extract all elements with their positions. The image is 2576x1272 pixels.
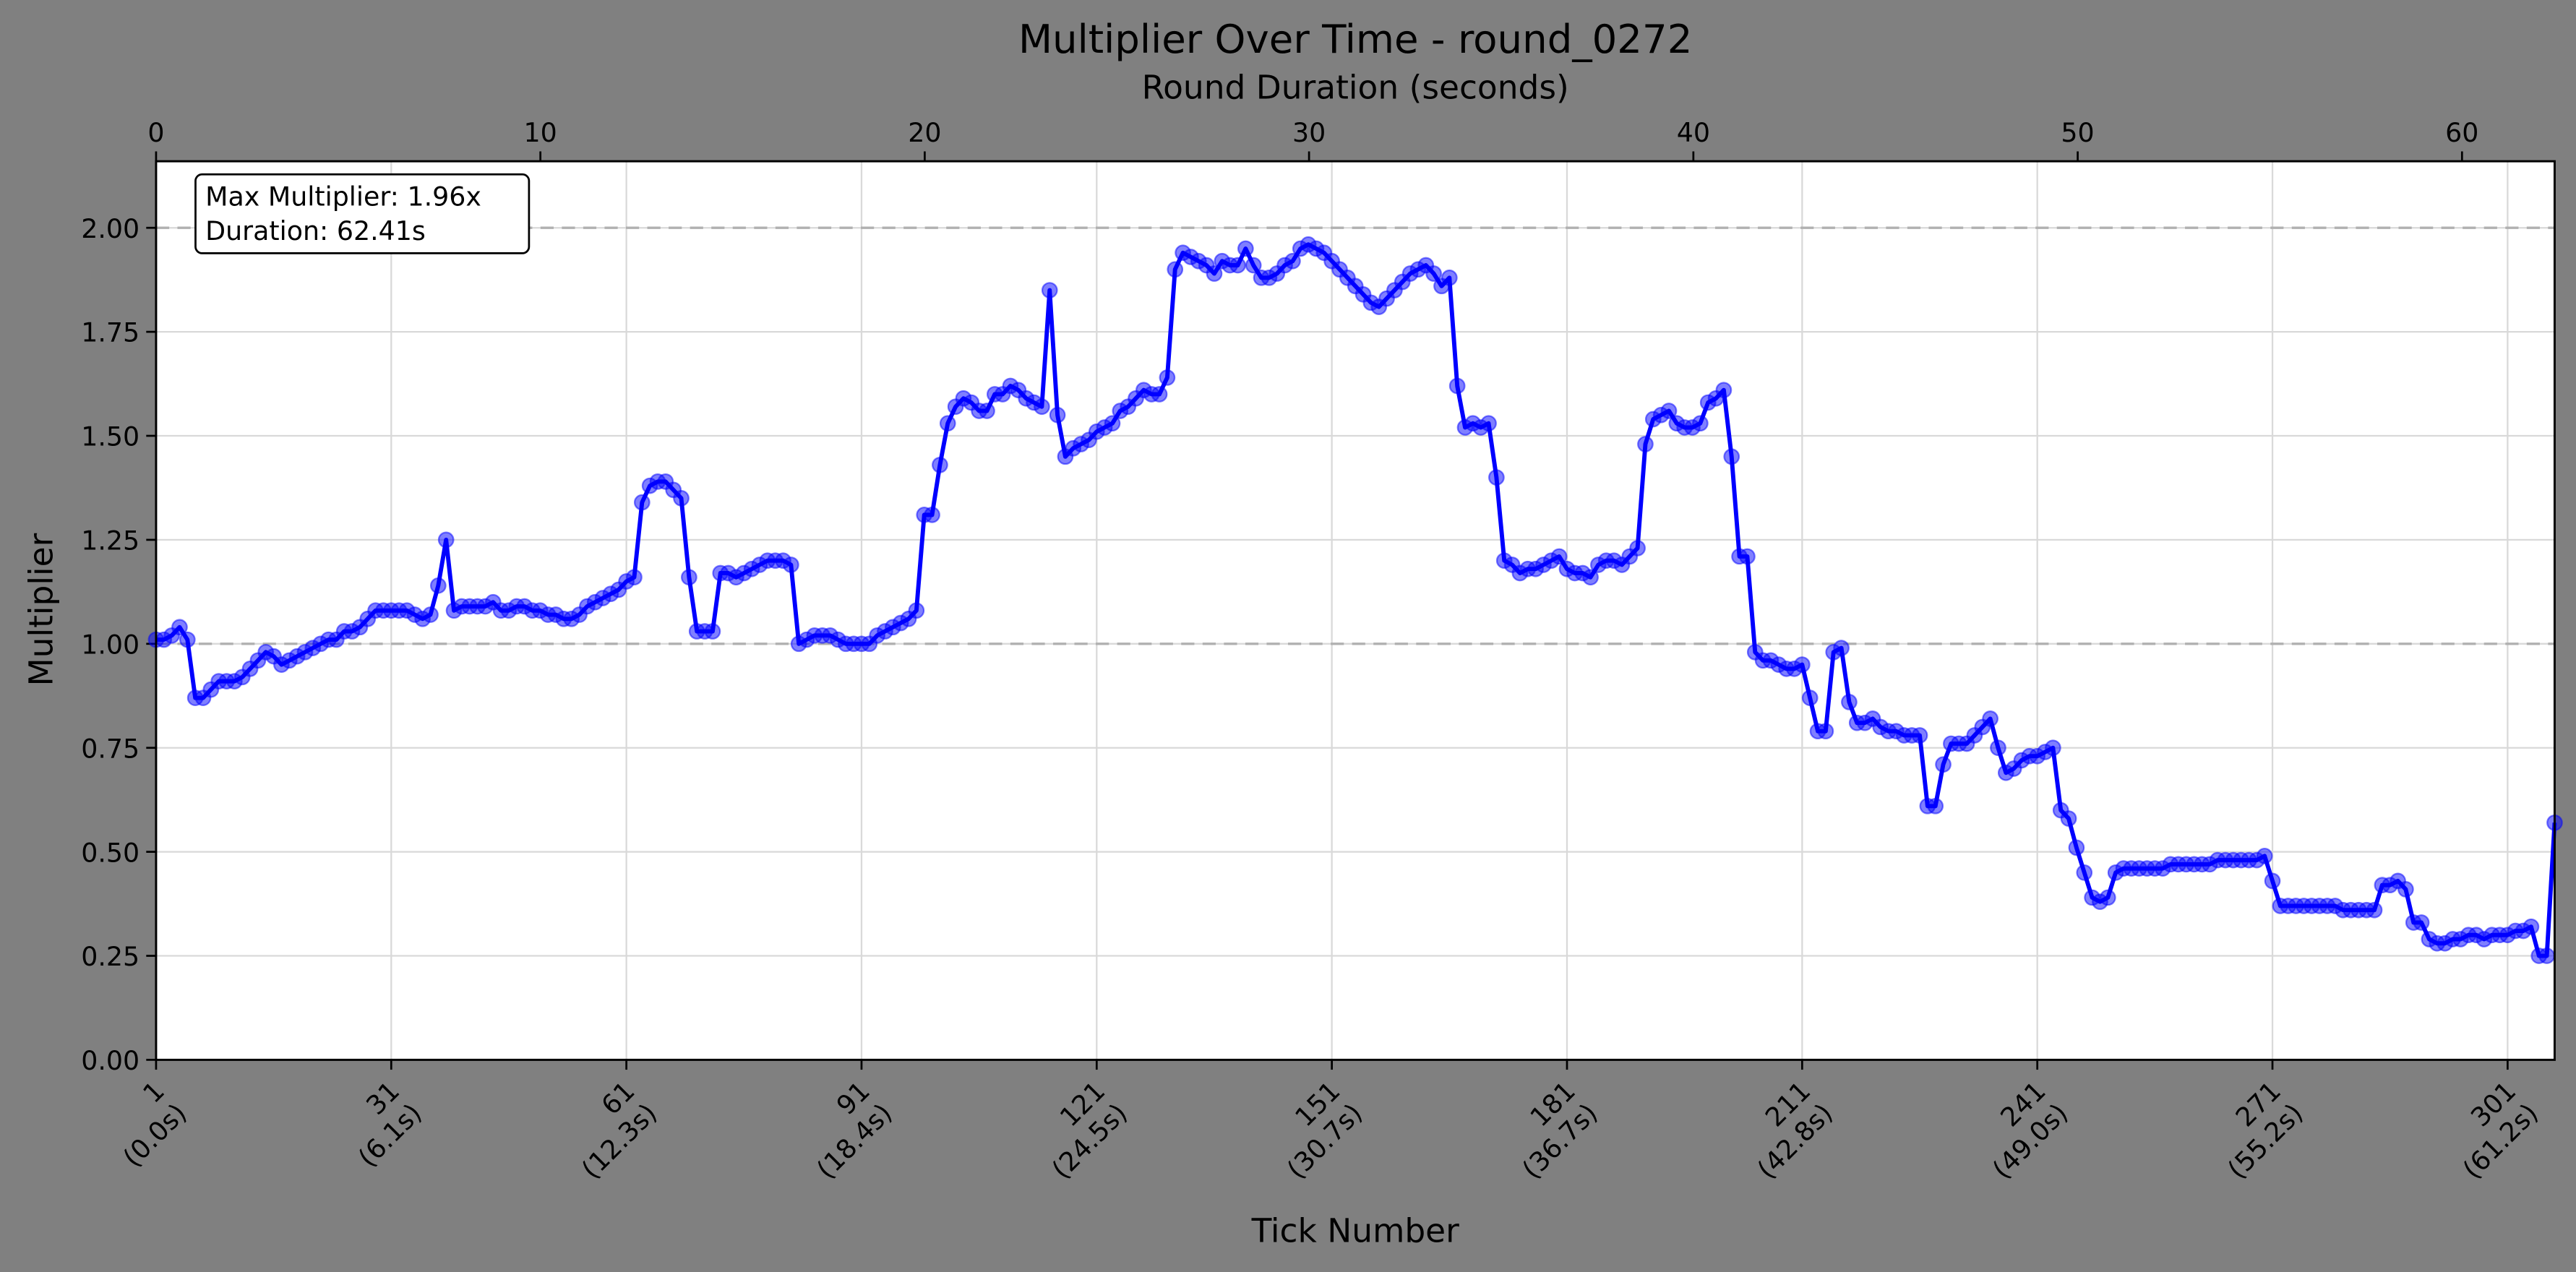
data-point: [1817, 723, 1834, 740]
data-point: [1629, 540, 1646, 556]
data-point: [2068, 839, 2085, 856]
x2-tick-label: 30: [1292, 117, 1326, 148]
data-point: [1660, 403, 1678, 419]
data-point: [1793, 656, 1811, 673]
data-point: [2060, 810, 2077, 827]
data-point: [1841, 694, 1858, 710]
data-point: [422, 606, 439, 623]
x2-tick-label: 50: [2061, 117, 2094, 148]
data-point: [1441, 269, 1458, 286]
data-point: [908, 602, 925, 619]
data-point: [2045, 739, 2061, 757]
y-tick-label: 1.75: [81, 317, 139, 348]
data-point: [2538, 947, 2555, 964]
data-point: [2366, 901, 2383, 919]
data-point: [1151, 386, 1168, 403]
data-point: [1284, 252, 1301, 270]
data-point: [626, 569, 643, 586]
plot-frame: [155, 160, 2556, 1061]
data-point: [1935, 756, 1952, 773]
y-tick-label: 1.00: [81, 629, 139, 660]
data-point: [2523, 918, 2540, 935]
data-point: [1927, 797, 1944, 815]
y-tick-label: 0.25: [81, 941, 139, 972]
annotation-text: Max Multiplier: 1.96x: [205, 181, 481, 212]
data-point: [782, 556, 799, 573]
x2-axis-label: Round Duration (seconds): [1142, 69, 1569, 107]
data-point: [1159, 369, 1176, 386]
data-point: [429, 577, 447, 594]
data-point: [171, 619, 188, 636]
data-point: [1480, 415, 1497, 432]
data-point: [1715, 382, 1733, 399]
data-point: [1739, 548, 1756, 565]
data-point: [2256, 848, 2273, 864]
data-point: [681, 569, 697, 586]
data-point: [1582, 569, 1599, 586]
data-point: [1488, 469, 1505, 486]
data-point: [932, 456, 948, 473]
data-point: [2397, 881, 2414, 898]
data-point: [1833, 640, 1850, 656]
data-point: [179, 631, 196, 648]
data-point: [979, 403, 995, 419]
data-point: [2264, 872, 2281, 890]
data-point: [1982, 710, 1998, 727]
y-tick-label: 0.00: [81, 1045, 139, 1076]
data-point: [1550, 548, 1568, 565]
data-point: [1229, 257, 1246, 274]
data-point: [1911, 727, 1928, 744]
x2-tick-label: 40: [1677, 117, 1710, 148]
x2-tick-label: 20: [908, 117, 941, 148]
x2-tick-label: 60: [2445, 117, 2478, 148]
data-point: [2413, 914, 2430, 931]
y-tick-label: 0.50: [81, 837, 139, 868]
data-point: [1167, 261, 1184, 278]
y-axis-label: Multiplier: [22, 533, 61, 686]
data-point: [939, 415, 956, 432]
data-point: [2076, 864, 2093, 881]
data-point: [1637, 436, 1654, 452]
data-point: [924, 507, 940, 523]
data-point: [2099, 889, 2116, 906]
data-point: [437, 531, 455, 549]
annotation-text: Duration: 62.41s: [205, 215, 426, 246]
data-point: [1041, 282, 1058, 298]
y-tick-label: 0.75: [81, 733, 139, 764]
x2-tick-label: 0: [147, 117, 164, 148]
y-tick-label: 1.25: [81, 525, 139, 556]
data-point: [704, 623, 721, 640]
y-tick-label: 1.50: [81, 421, 139, 452]
x2-tick-label: 10: [524, 117, 557, 148]
data-point: [1049, 406, 1066, 424]
data-point: [1034, 398, 1050, 416]
data-point: [1425, 265, 1443, 282]
x-axis-label: Tick Number: [1251, 1212, 1460, 1250]
data-point: [1206, 265, 1223, 282]
annotation-box: [194, 173, 531, 254]
data-point: [1723, 448, 1740, 465]
data-point: [1990, 739, 2006, 757]
data-point: [1237, 240, 1254, 257]
data-point: [673, 489, 690, 507]
data-point: [1245, 257, 1262, 274]
data-point: [1448, 377, 1466, 395]
y-tick-label: 2.00: [81, 213, 139, 244]
data-point: [1104, 415, 1121, 432]
data-point: [1691, 415, 1709, 432]
data-point: [633, 494, 651, 511]
chart-title: Multiplier Over Time - round_0272: [1018, 16, 1692, 62]
data-point: [1801, 689, 1819, 707]
